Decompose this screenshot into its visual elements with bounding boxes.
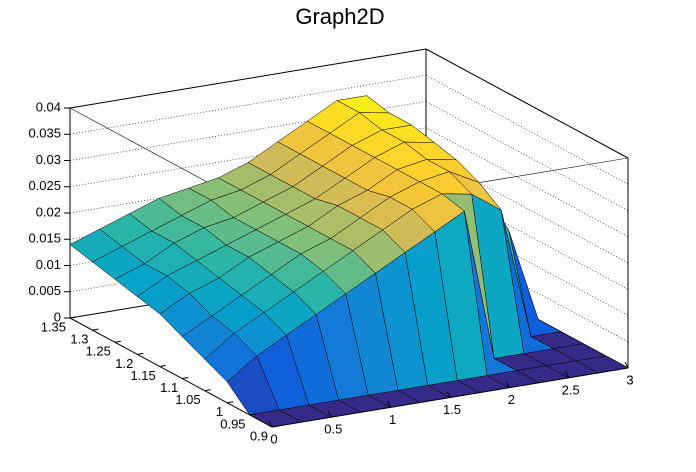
x-tick-label: 2.5 — [562, 382, 580, 397]
x-tick-label: 0 — [270, 431, 277, 446]
x-tick-label: 1.5 — [443, 402, 461, 417]
grid-line — [425, 127, 629, 238]
z-tick-label: 0.02 — [36, 204, 61, 219]
z-tick-label: 0.005 — [28, 283, 61, 298]
y-tick-label: 1.25 — [86, 344, 111, 359]
tick-mark — [69, 316, 77, 319]
tick-mark — [159, 364, 166, 367]
z-tick-label: 0 — [54, 309, 61, 324]
z-tick-label: 0.025 — [28, 178, 61, 193]
tick-mark — [182, 377, 189, 380]
y-tick-label: 1.3 — [70, 332, 88, 347]
tick-mark — [114, 340, 121, 343]
x-tick-label: 3 — [626, 372, 633, 387]
y-tick-label: 1.1 — [160, 380, 178, 395]
y-axis — [69, 317, 273, 428]
tick-mark — [565, 371, 570, 379]
tick-mark — [624, 361, 629, 369]
y-tick-label: 1.2 — [115, 356, 133, 371]
grid-line — [69, 74, 427, 135]
tick-mark — [271, 425, 279, 428]
tick-mark — [227, 401, 234, 404]
tick-mark — [204, 389, 211, 392]
chart-title: Graph2D — [295, 4, 384, 29]
y-tick-label: 1 — [216, 404, 223, 419]
x-tick-label: 0.5 — [324, 422, 342, 437]
grid-line — [425, 179, 629, 290]
tick-mark — [327, 410, 332, 418]
grid-line — [425, 48, 629, 159]
tick-mark — [249, 413, 256, 416]
tick-mark — [387, 401, 392, 408]
grid-line — [425, 153, 629, 264]
y-tick-label: 0.9 — [250, 428, 268, 443]
tick-mark — [268, 420, 273, 428]
y-tick-label: 1.05 — [175, 392, 200, 407]
z-tick-label: 0.03 — [36, 152, 61, 167]
tick-mark — [92, 328, 99, 331]
tick-mark — [137, 352, 144, 355]
tick-mark — [505, 381, 510, 388]
z-tick-label: 0.04 — [36, 99, 61, 114]
y-tick-label: 0.95 — [220, 416, 245, 431]
grid-line — [425, 206, 629, 316]
x-tick-label: 1 — [389, 412, 396, 427]
grid-line — [425, 74, 629, 185]
x-tick-label: 2 — [508, 392, 515, 407]
grid-line — [425, 101, 629, 211]
grid-line — [69, 48, 427, 109]
y-tick-label: 1.35 — [41, 319, 66, 334]
z-tick-label: 0.015 — [28, 231, 61, 246]
z-tick-label: 0.035 — [28, 126, 61, 141]
y-tick-label: 1.15 — [130, 368, 155, 383]
z-tick-label: 0.01 — [36, 257, 61, 272]
tick-mark — [446, 391, 451, 398]
